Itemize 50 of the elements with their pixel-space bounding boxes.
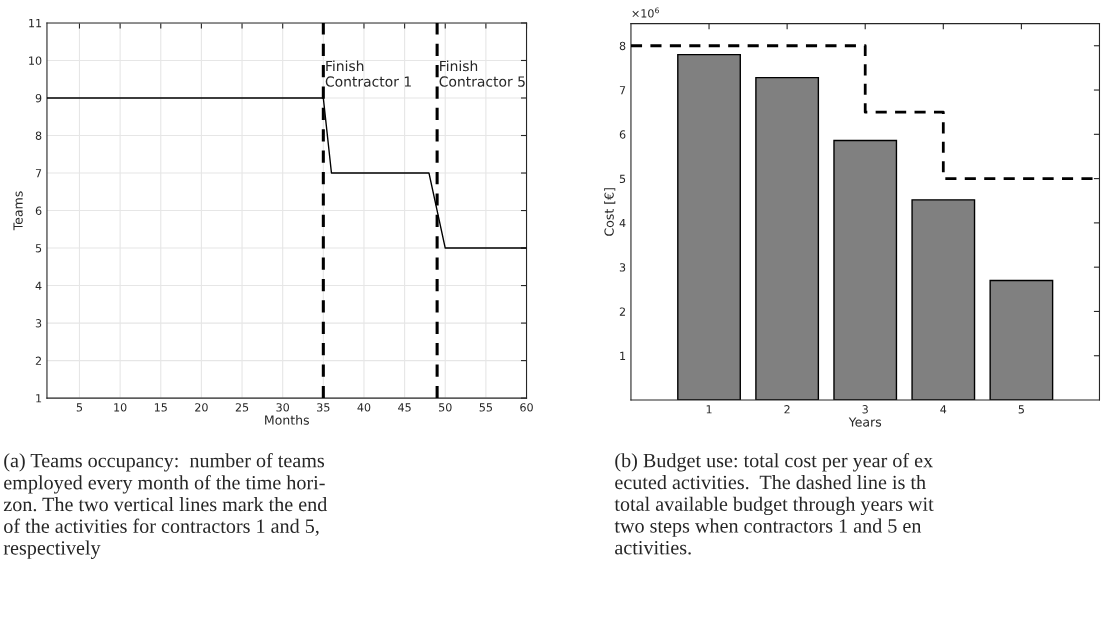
bar	[833, 139, 898, 401]
x-tick-label: 40	[357, 403, 371, 412]
x-axis-title: Years	[848, 417, 882, 427]
y-tick-label: 1	[620, 351, 626, 360]
y-tick-label: 5	[35, 244, 42, 253]
x-tick-label: 20	[195, 403, 208, 412]
y-tick-label: 11	[29, 19, 42, 28]
ref-line-label: Finish Contractor 5	[439, 60, 525, 87]
x-tick-label: 2	[784, 405, 790, 414]
y-tick-label: 3	[619, 263, 626, 272]
x-tick-label: 25	[235, 403, 249, 412]
y-axis-title: Teams	[13, 191, 23, 231]
text: ×10$^{6}$	[632, 7, 659, 18]
x-tick-label: 3	[862, 405, 868, 414]
x-tick-label: 10	[114, 403, 127, 412]
x-tick-label: 5	[1018, 405, 1024, 414]
y-tick-label: 8	[619, 41, 626, 51]
y-tick-label: 2	[35, 356, 41, 365]
y-tick-label: 3	[35, 319, 42, 328]
bar	[755, 76, 820, 401]
x-tick-label: 15	[154, 403, 167, 412]
x-tick-label: 1	[706, 405, 712, 414]
y-tick-label: 2	[619, 307, 625, 316]
y-tick-label: 8	[35, 131, 42, 140]
x-axis-title: Months	[265, 415, 309, 425]
y-tick-label: 7	[35, 169, 42, 178]
x-tick-label: 35	[317, 403, 330, 412]
x-tick-label: 50	[439, 403, 452, 412]
bar	[677, 53, 741, 401]
x-tick-label: 60	[520, 403, 533, 412]
x-tick-label: 55	[479, 403, 492, 412]
y-tick-label: 5	[619, 174, 626, 183]
y-tick-label: 10	[29, 56, 42, 65]
y-tick-label: 4	[35, 281, 42, 290]
y-tick-label: 9	[35, 93, 42, 103]
x-tick-label: 5	[76, 403, 83, 412]
y-axis-title: Cost [€]	[604, 188, 616, 236]
y-tick-label: 6	[619, 130, 626, 139]
x-tick-label: 4	[940, 405, 947, 414]
ref-line-label: Finish Contractor 1	[325, 60, 411, 87]
y-tick-label: 1	[36, 394, 42, 403]
x-tick-label: 30	[276, 403, 290, 412]
text: (a) Teams occupancy: number of teams employed every month of the time hori- zon. The two vertical lines mark the end of the activities for contractors 1 and 5, respectively	[3, 452, 328, 559]
text: (b) Budget use: total cost per year of ex ecuted activities. The dashed line is th total available budget through years wit two steps when contractors 1 and 5 en activities.	[614, 452, 934, 555]
y-tick-label: 6	[35, 206, 42, 215]
y-tick-label: 7	[619, 86, 626, 95]
bar	[911, 199, 976, 401]
x-tick-label: 45	[398, 403, 411, 412]
bar	[989, 279, 1054, 401]
y-tick-label: 4	[619, 219, 626, 228]
